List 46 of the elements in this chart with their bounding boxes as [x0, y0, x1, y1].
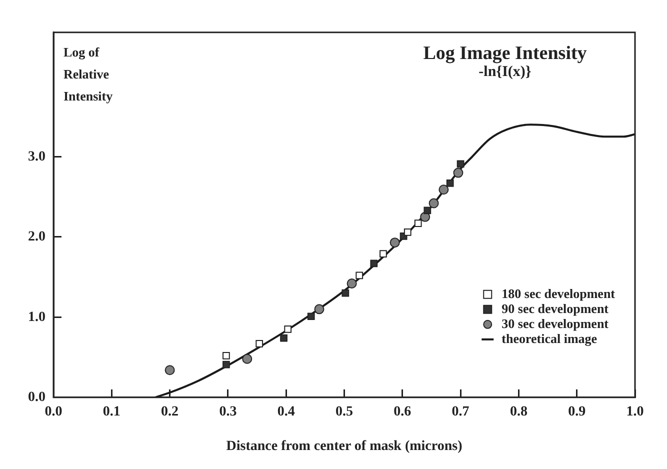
legend-label: 180 sec development — [502, 286, 616, 301]
point — [222, 360, 230, 368]
y-tick-label: 2.0 — [28, 230, 46, 245]
point — [314, 304, 324, 314]
x-tick-label: 0.5 — [336, 404, 353, 420]
x-tick-label: 0.7 — [452, 404, 470, 420]
x-tick-label: 0.1 — [102, 404, 120, 420]
y-tick-label: 3.0 — [28, 149, 46, 164]
y-axis-title: Log of Relative Intensity — [64, 44, 114, 104]
point — [222, 352, 230, 360]
x-axis-title: Distance from center of mask (microns) — [226, 439, 463, 454]
point — [456, 160, 464, 168]
point — [428, 198, 439, 208]
point — [346, 278, 357, 288]
point — [446, 180, 454, 187]
x-tick-label: 0.3 — [219, 404, 237, 420]
point — [256, 340, 264, 348]
point — [164, 365, 175, 376]
point — [307, 312, 315, 320]
point — [404, 228, 412, 236]
x-tick-label: 0.2 — [161, 404, 179, 420]
legend-label: theoretical image — [502, 330, 598, 346]
point — [242, 354, 252, 364]
point — [280, 334, 288, 342]
x-tick-label: 0.4 — [277, 404, 295, 420]
point — [438, 184, 449, 195]
legend-label: 90 sec development — [502, 300, 610, 316]
point — [370, 260, 378, 268]
point — [414, 220, 422, 228]
point — [380, 250, 387, 258]
point — [356, 272, 364, 280]
point — [390, 238, 400, 248]
text: -ln{I(x)} — [478, 64, 532, 80]
x-tick-label: 1.0 — [626, 404, 644, 420]
legend-label: 30 sec development — [502, 316, 610, 331]
y-tick-label: 0.0 — [28, 390, 46, 406]
point — [342, 289, 350, 297]
x-tick-label: 0.9 — [568, 404, 586, 420]
y-tick-label: 1.0 — [28, 310, 46, 325]
point — [424, 206, 432, 214]
x-tick-label: 0.0 — [44, 404, 62, 420]
x-tick-label: 0.6 — [394, 404, 412, 420]
point — [453, 168, 464, 178]
text: Log Image Intensity — [423, 42, 588, 64]
x-tick-label: 0.8 — [510, 404, 528, 420]
point — [284, 326, 292, 333]
